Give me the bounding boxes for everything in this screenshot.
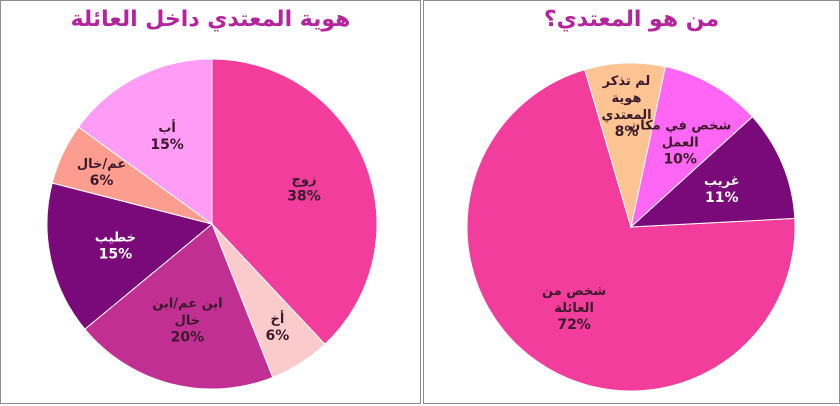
slice-value-label: 8% <box>615 124 639 140</box>
slice-value-label: 38% <box>287 189 321 205</box>
slice-label: ابن عم/ابن خال <box>152 296 222 328</box>
slice-value-label: 11% <box>705 190 739 206</box>
slice-value-label: 20% <box>171 329 205 345</box>
slice-label: أخ <box>270 310 284 327</box>
chart-panel-family-aggressor: هوية المعتدي داخل العائلة زوج 38% أخ 6% ابن … <box>0 0 421 404</box>
slice-value-label: 6% <box>90 173 114 189</box>
slice-label: عم/خال <box>77 157 126 172</box>
slice-label: شخص في مكان العمل <box>629 118 731 150</box>
slice-value-label: 6% <box>266 328 290 344</box>
pie-slice <box>630 66 754 229</box>
slice-value-label: 10% <box>663 151 697 167</box>
slice-value-label: 72% <box>557 317 591 333</box>
slice-label: زوج <box>292 173 317 188</box>
slice-label: غريب <box>704 174 740 189</box>
chart-title: من هو المعتدي؟ <box>543 7 720 32</box>
slice-value-label: 15% <box>150 137 184 153</box>
pie-slice <box>211 58 378 345</box>
slice-value-label: 15% <box>99 247 133 263</box>
pie-slice <box>466 69 796 392</box>
pie-slice <box>77 58 213 225</box>
slice-label: أب <box>158 119 176 136</box>
chart-title: هوية المعتدي داخل العائلة <box>70 7 351 32</box>
slice-label: لم تذكر هوية المعتدي <box>601 74 651 123</box>
slice-label: شخص من العائلة <box>542 284 606 316</box>
pie-slice <box>84 223 274 390</box>
slice-label: خطيب <box>95 231 136 246</box>
pie-slice <box>46 182 214 330</box>
pie-slice <box>629 116 796 228</box>
chart-panel-who-aggressor: من هو المعتدي؟ شخص من العائلة 72% لم تذكر هو… <box>423 0 840 404</box>
